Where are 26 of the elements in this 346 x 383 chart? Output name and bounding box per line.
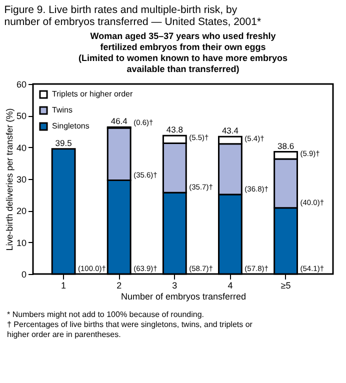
chart-subtitle: Woman aged 35–37 years who used freshly fertilized embryos from their own eggs (Limited to women known to have more embryos available than transferred): [78, 31, 288, 74]
y-tick-label: 0: [21, 270, 26, 280]
total-label: 38.6: [278, 140, 294, 151]
text: * Numbers might not add to 100% because of rounding.: [7, 310, 204, 319]
y-tick-label: 30: [16, 174, 26, 184]
text: † Percentages of live births that were singletons, twins, and triplets or higher order are in parentheses.: [7, 320, 253, 339]
legend-label: Triplets or higher order: [52, 90, 133, 98]
total-label: 43.4: [222, 126, 239, 136]
y-tick-label: 20: [16, 206, 26, 216]
y-tick-label: 40: [16, 142, 26, 153]
y-tick-label: 10: [16, 238, 26, 248]
y-axis-title: Live-birth deliveries per transfer (%): [4, 108, 14, 251]
x-tick-label: 3: [172, 280, 178, 290]
legend-label: Singletons: [52, 122, 90, 130]
x-tick-label: 4: [228, 280, 233, 290]
x-axis-title: Number of embryos transferred: [120, 292, 246, 302]
y-tick-label: 60: [16, 80, 26, 90]
total-label: 46.4: [110, 116, 128, 126]
x-tick-label: 2: [116, 280, 122, 290]
y-tick-label: 50: [16, 111, 26, 122]
legend-label: Twins: [52, 106, 72, 114]
x-tick-label: ≥5: [280, 280, 291, 290]
total-label: 43.8: [166, 124, 184, 135]
x-tick-label: 1: [61, 280, 66, 290]
total-label: 39.5: [55, 138, 72, 148]
chart-title: Figure 9. Live birth rates and multiple-birth risk, by number of embryos transferred — United States, 2001*: [4, 4, 262, 28]
